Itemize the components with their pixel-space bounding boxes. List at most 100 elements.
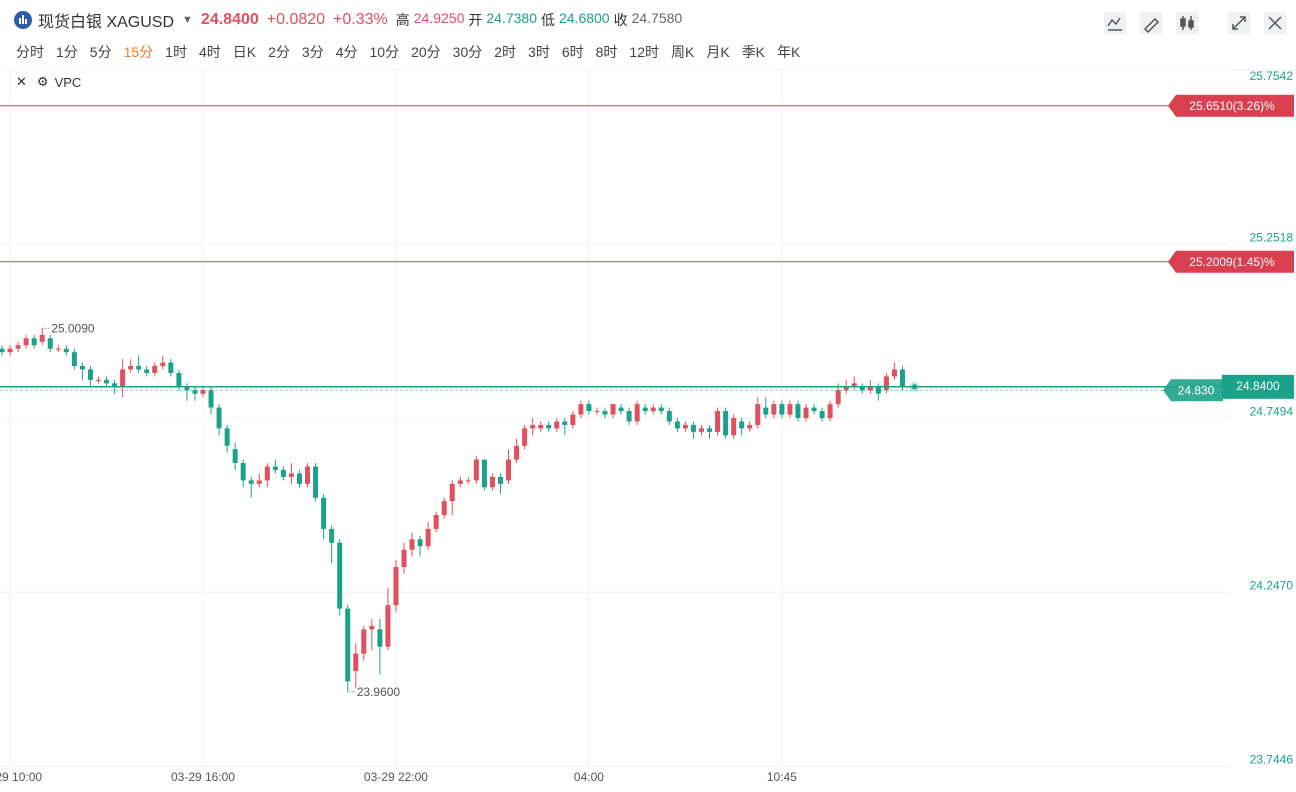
- period[interactable]: 6时: [561, 44, 584, 60]
- candle-body: [658, 407, 664, 412]
- candle-body: [409, 539, 415, 550]
- period[interactable]: 8时: [595, 44, 618, 60]
- candle-body: [771, 404, 777, 415]
- period[interactable]: 1分: [56, 44, 78, 60]
- candle-body: [296, 473, 302, 484]
- period[interactable]: 15分: [123, 44, 154, 60]
- indicator-icon[interactable]: [1107, 17, 1122, 31]
- candle-body: [15, 345, 21, 349]
- candle-body: [618, 407, 624, 412]
- candle-body: [795, 404, 801, 418]
- prev-tag: [1163, 379, 1223, 402]
- close-icon[interactable]: [1268, 16, 1282, 30]
- period[interactable]: 10分: [369, 44, 400, 60]
- indicator-row: ✕ ⚙ VPC: [16, 74, 81, 90]
- candle-body: [698, 428, 704, 432]
- candle-body: [594, 411, 600, 413]
- stat-value: 24.7580: [631, 10, 683, 26]
- candle-body: [112, 383, 118, 387]
- stat-label: 高: [395, 12, 410, 28]
- candle-body: [449, 483, 455, 502]
- candle-body: [87, 369, 93, 380]
- candle-body: [473, 459, 479, 481]
- period[interactable]: 2分: [268, 44, 290, 60]
- period[interactable]: 3时: [528, 44, 550, 60]
- settings-icon[interactable]: ⚙: [36, 74, 49, 89]
- candle-body: [586, 404, 592, 412]
- period[interactable]: 3分: [301, 44, 324, 60]
- period[interactable]: 12时: [629, 44, 659, 60]
- period[interactable]: 30分: [452, 44, 483, 60]
- candle-body: [690, 424, 696, 432]
- period[interactable]: 季K: [741, 44, 766, 60]
- period[interactable]: 20分: [411, 44, 441, 60]
- draw-icon[interactable]: [1143, 17, 1160, 34]
- y-tick-label: 24.2470: [1250, 578, 1294, 592]
- period[interactable]: 5分: [89, 44, 112, 60]
- candle-body: [747, 424, 753, 429]
- candle-body: [610, 404, 616, 415]
- candle-body: [232, 449, 238, 464]
- candle-body: [642, 407, 648, 412]
- candle-body: [160, 362, 166, 367]
- candle-body: [393, 567, 399, 606]
- candle-body: [39, 334, 45, 342]
- candle-body: [522, 428, 528, 446]
- period[interactable]: 4时: [198, 44, 221, 60]
- candle-body: [666, 411, 672, 422]
- candle-body: [7, 348, 13, 353]
- period[interactable]: 分时: [16, 44, 44, 60]
- candle-body: [731, 418, 737, 436]
- candle-body: [682, 424, 688, 429]
- candle-body: [707, 428, 713, 432]
- candle-body: [875, 386, 881, 394]
- candle-icon: [1188, 20, 1194, 28]
- x-tick-label: 03-29 16:00: [171, 770, 235, 784]
- candle-body: [288, 473, 294, 477]
- x-tick-label: 03-29 22:00: [364, 770, 428, 784]
- close-icon[interactable]: ✕: [16, 74, 27, 89]
- stat-value: 24.6800: [558, 10, 610, 26]
- candle-body: [377, 629, 383, 647]
- candle-body: [570, 414, 576, 425]
- prev-tag-label: 24.830: [1178, 383, 1215, 397]
- period[interactable]: 周K: [671, 44, 695, 60]
- candle-body: [425, 528, 431, 547]
- candle-body: [47, 338, 53, 349]
- period[interactable]: 4分: [335, 44, 358, 60]
- candle-body: [248, 480, 254, 484]
- annotation: 23.9600: [357, 685, 401, 699]
- last-tag: [1222, 374, 1294, 399]
- candle-body: [329, 528, 335, 543]
- candle-body: [859, 386, 865, 391]
- period[interactable]: 月K: [706, 44, 730, 60]
- candle-body: [851, 383, 857, 387]
- candle-body: [674, 421, 680, 429]
- candle-body: [95, 379, 101, 381]
- period[interactable]: 1时: [165, 44, 187, 60]
- shrink-icon[interactable]: [1232, 16, 1246, 30]
- price-tag-label: 25.2009(1.45)%: [1189, 255, 1275, 269]
- period[interactable]: 日K: [232, 44, 257, 60]
- dropdown[interactable]: ▼: [182, 14, 193, 26]
- candle-body: [264, 466, 270, 481]
- x-tick-label: 04:00: [574, 770, 604, 784]
- y-tick-label: 23.7446: [1250, 753, 1294, 767]
- logo: [14, 11, 32, 29]
- period[interactable]: 2时: [494, 44, 517, 60]
- tool-button[interactable]: [1176, 12, 1198, 34]
- candle-body: [128, 366, 134, 370]
- stat-label: 收: [613, 12, 628, 28]
- candle-body: [441, 501, 447, 516]
- candle-body: [120, 369, 126, 387]
- indicator: VPC: [54, 74, 82, 90]
- period[interactable]: 年K: [777, 44, 801, 60]
- candle-body: [530, 424, 536, 429]
- candle-body: [899, 369, 905, 387]
- candle-body: [417, 539, 423, 547]
- candle-body: [313, 466, 319, 498]
- symbol[interactable]: 现货白银 XAGUSD: [38, 14, 175, 31]
- candle-body: [723, 411, 729, 436]
- candle-body: [369, 625, 375, 630]
